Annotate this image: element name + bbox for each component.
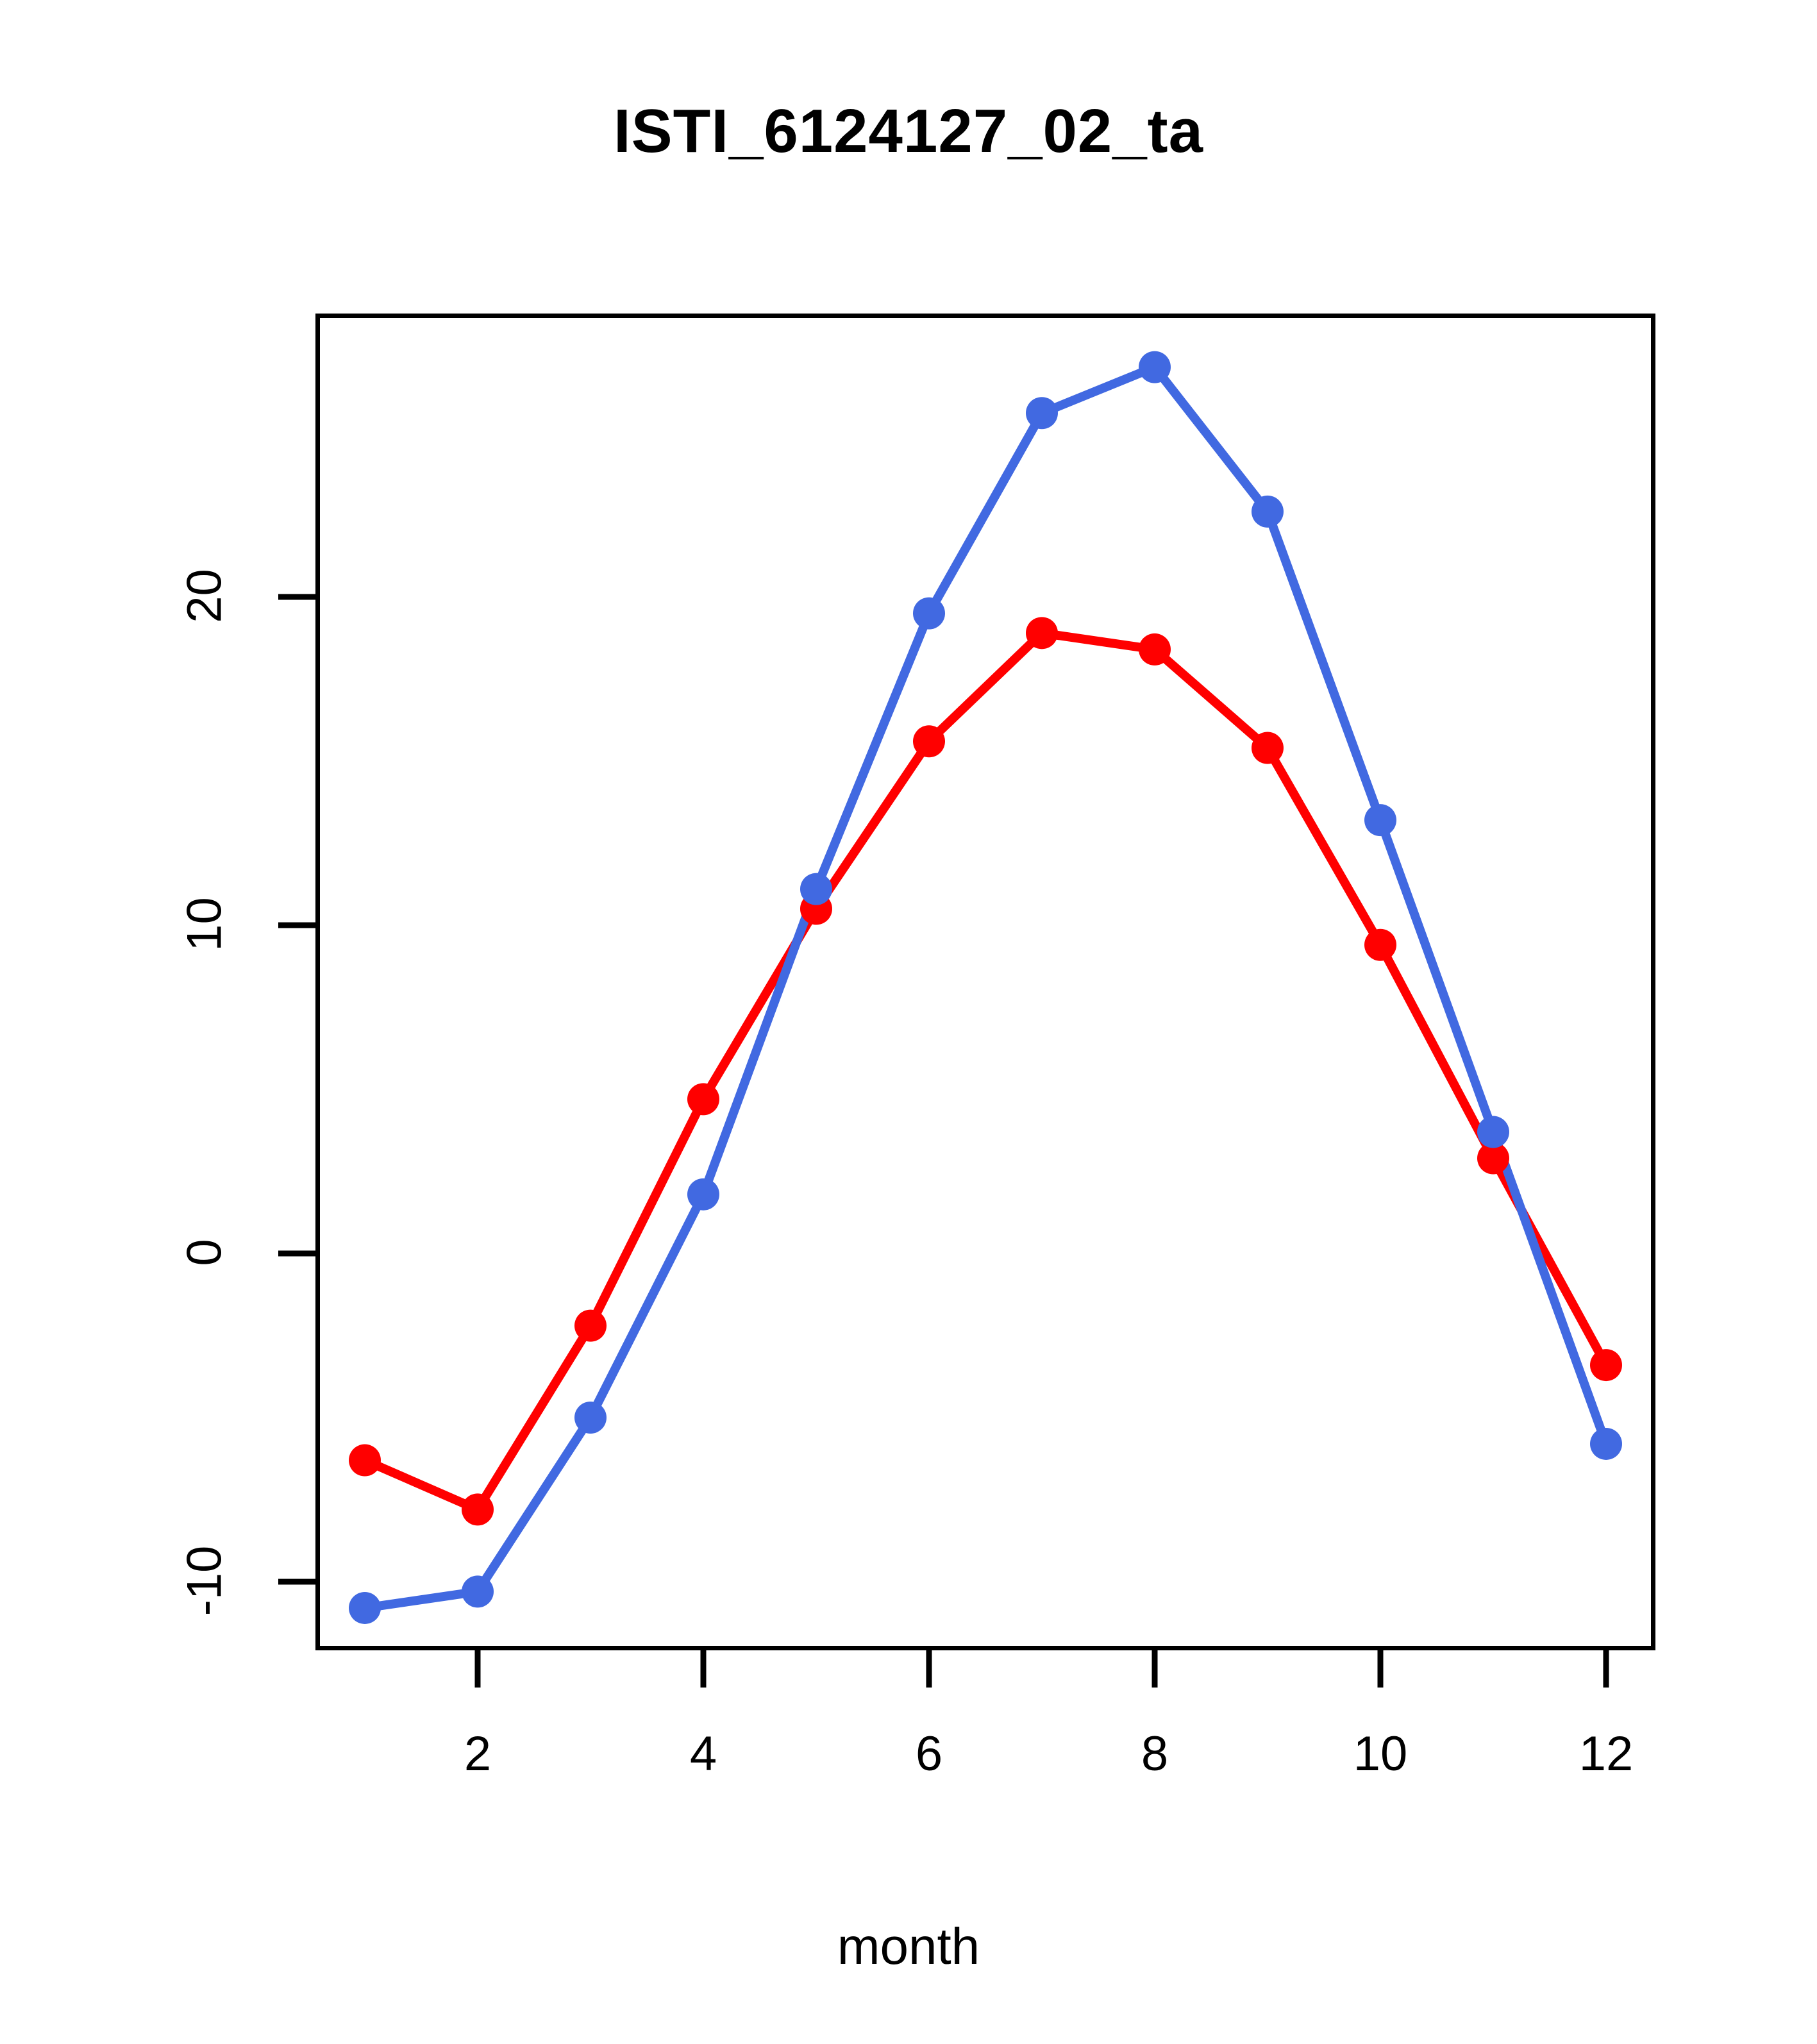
- x-axis-tick-label: 12: [1578, 1727, 1634, 1781]
- y-axis-tick-label: 10: [177, 897, 232, 951]
- x-axis-tick-label: 6: [915, 1727, 943, 1781]
- x-axis-tick-label: 2: [464, 1727, 492, 1781]
- y-axis-tick-label: 0: [177, 1239, 232, 1266]
- x-axis-tick-label: 10: [1353, 1727, 1408, 1781]
- x-axis-tick-label: 4: [689, 1727, 717, 1781]
- x-axis-tick-label: 8: [1141, 1727, 1169, 1781]
- y-axis-tick-label: -10: [177, 1545, 232, 1616]
- page-title: ISTI_6124127_02_ta: [613, 97, 1204, 165]
- plot-area: [315, 314, 1655, 1650]
- x-axis-ticks: [474, 1650, 1609, 1688]
- y-axis-tick-label: 20: [177, 569, 232, 623]
- y-axis-ticks: [278, 594, 315, 1585]
- x-axis-title: month: [837, 1918, 980, 1975]
